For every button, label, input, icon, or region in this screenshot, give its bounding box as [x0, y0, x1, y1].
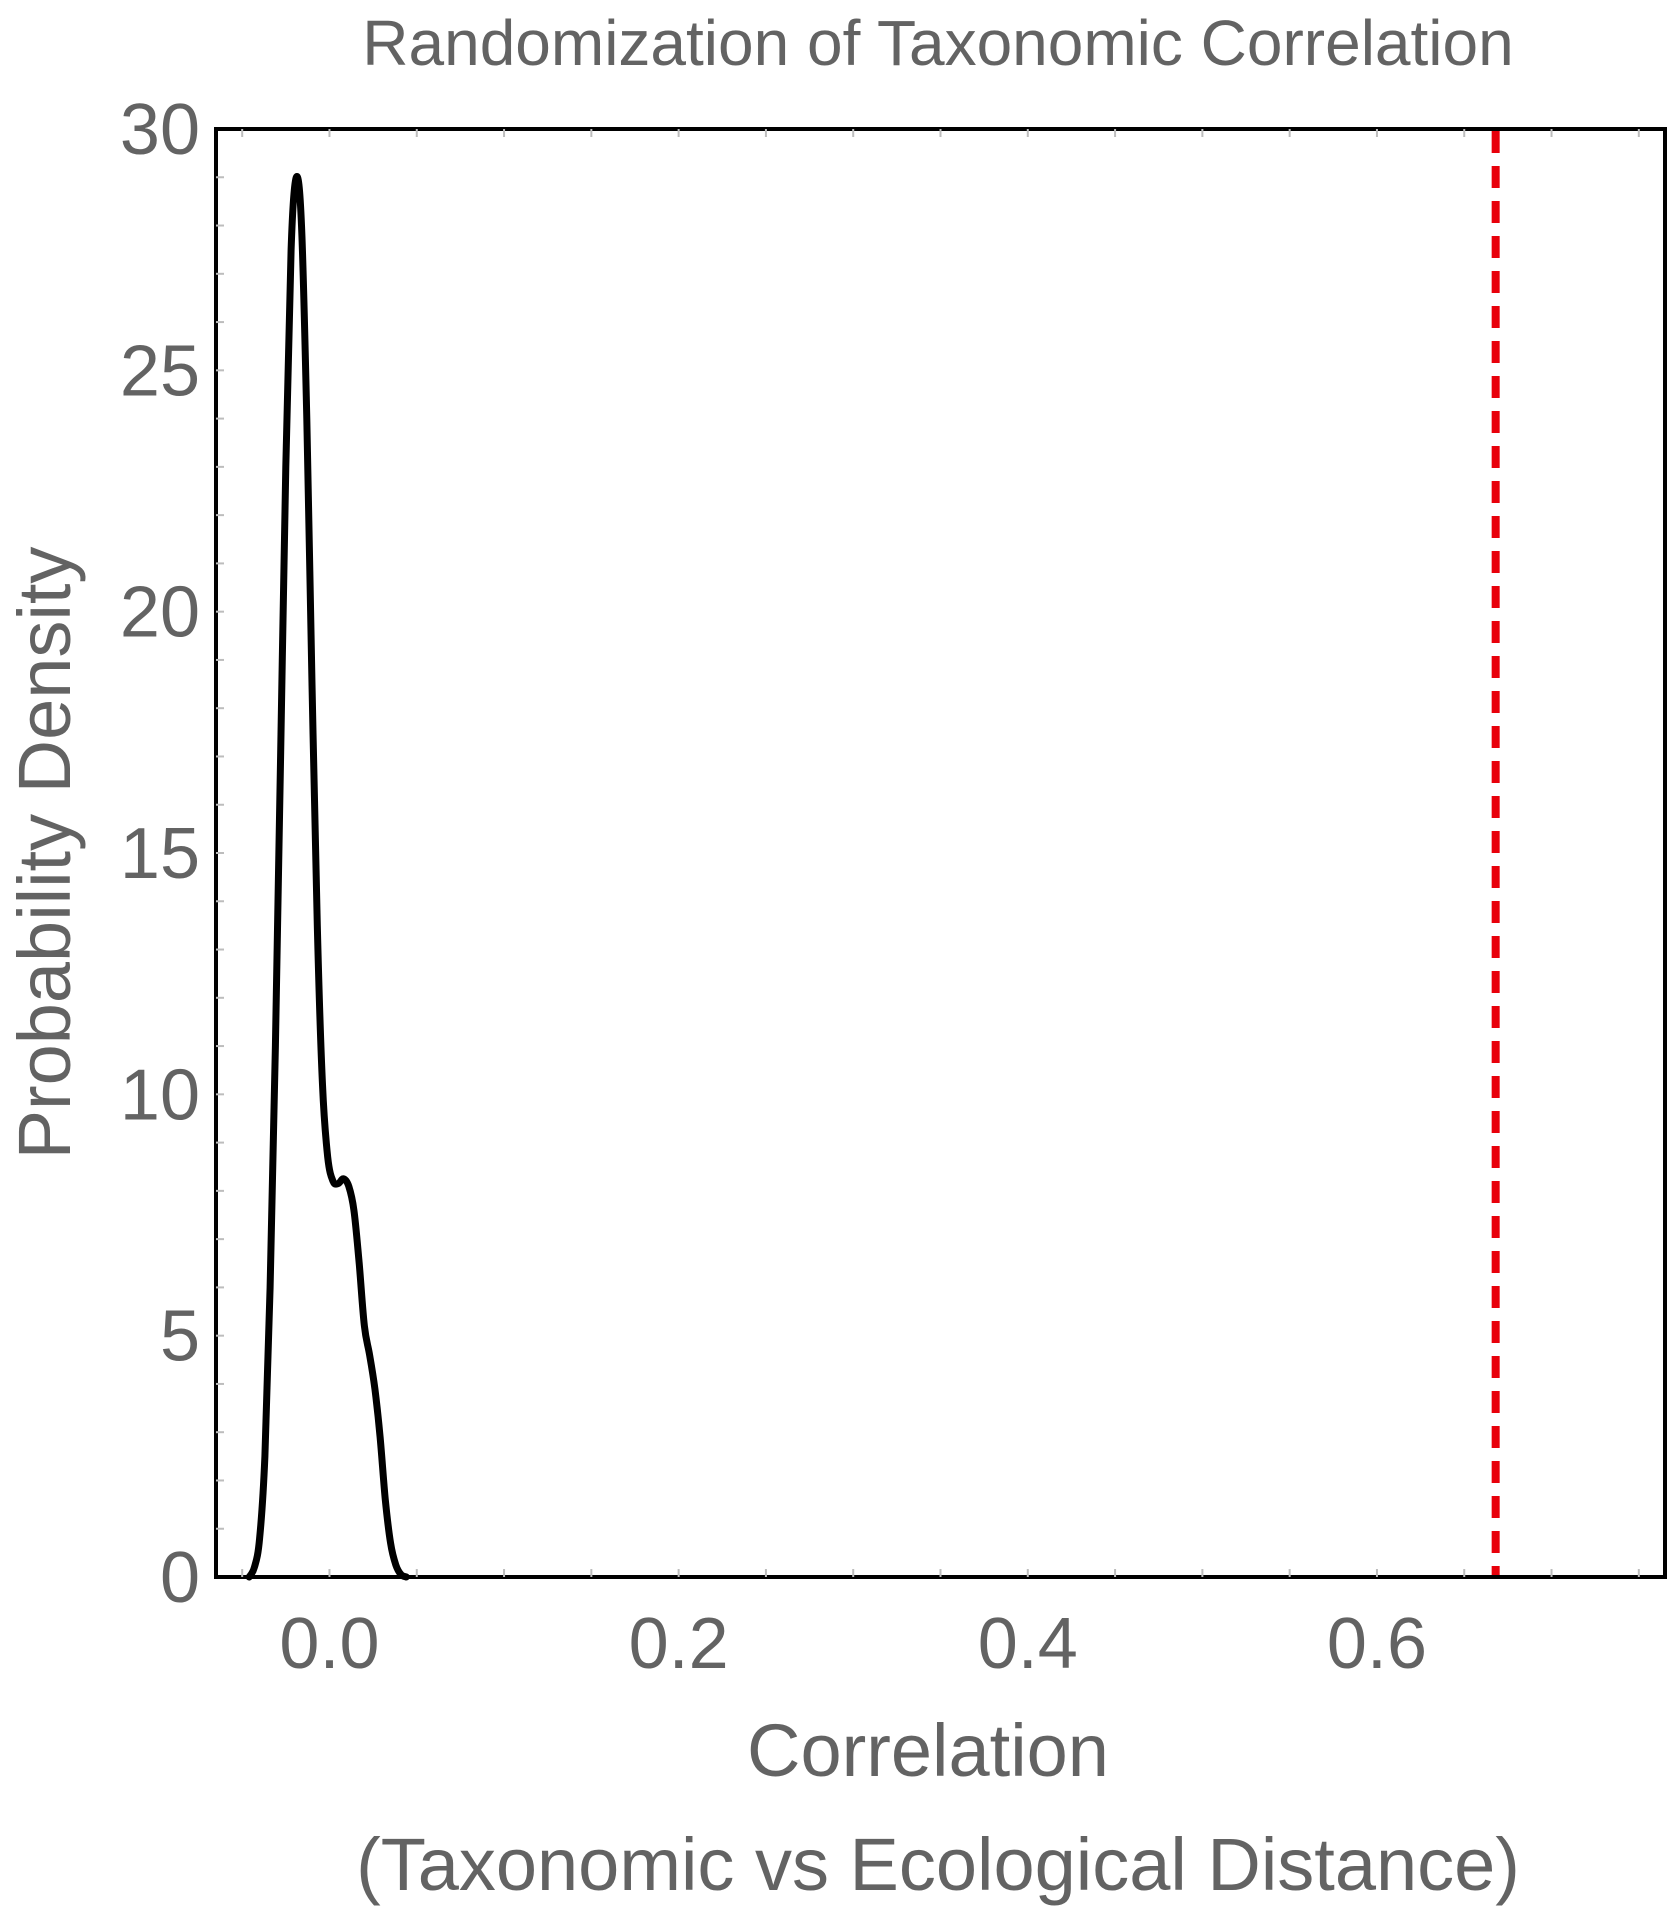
- x-tick-label: 0.4: [978, 1604, 1078, 1684]
- x-tick-label: 0.2: [629, 1604, 729, 1684]
- y-tick-label: 0: [160, 1538, 200, 1618]
- y-axis-label: Probability Density: [3, 547, 86, 1160]
- y-tick-label: 5: [160, 1297, 200, 1377]
- density-curve: [245, 173, 410, 1581]
- y-tick-label: 30: [120, 90, 200, 170]
- chart-title: Randomization of Taxonomic Correlation: [362, 7, 1513, 79]
- y-tick-label: 15: [120, 814, 200, 894]
- minor-ticks: [216, 129, 1640, 1577]
- x-axis-label: Correlation: [747, 1709, 1109, 1792]
- x-tick-labels: 0.0 0.2 0.4 0.6: [279, 1604, 1427, 1684]
- y-tick-label: 20: [120, 573, 200, 653]
- x-tick-label: 0.0: [279, 1604, 379, 1684]
- plot-frame: [214, 127, 1667, 1579]
- x-axis-label-subtitle: (Taxonomic vs Ecological Distance): [356, 1823, 1520, 1906]
- y-tick-label: 10: [120, 1055, 200, 1135]
- y-tick-labels: 0 5 10 15 20 25 30: [120, 90, 200, 1618]
- y-tick-label: 25: [120, 331, 200, 411]
- x-tick-label: 0.6: [1327, 1604, 1427, 1684]
